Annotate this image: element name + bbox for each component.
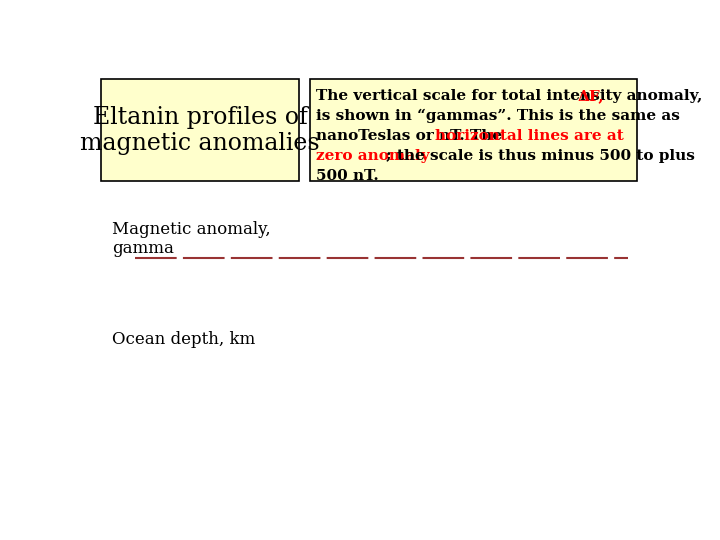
Text: ; the scale is thus minus 500 to plus: ; the scale is thus minus 500 to plus	[387, 149, 696, 163]
FancyBboxPatch shape	[310, 79, 637, 181]
Text: is shown in “gammas”. This is the same as: is shown in “gammas”. This is the same a…	[316, 109, 680, 123]
Text: Eltanin profiles of
magnetic anomalies: Eltanin profiles of magnetic anomalies	[80, 106, 320, 156]
FancyBboxPatch shape	[101, 79, 300, 181]
Text: The vertical scale for total intensity anomaly,: The vertical scale for total intensity a…	[316, 89, 708, 103]
Text: zero anomaly: zero anomaly	[316, 149, 430, 163]
Text: nanoTeslas or nT. The: nanoTeslas or nT. The	[316, 129, 508, 143]
Text: Ocean depth, km: Ocean depth, km	[112, 331, 256, 348]
Text: Magnetic anomaly,
gamma: Magnetic anomaly, gamma	[112, 221, 271, 258]
Text: 500 nT.: 500 nT.	[316, 169, 379, 183]
Text: ΔF,: ΔF,	[577, 89, 604, 103]
Text: horizontal lines are at: horizontal lines are at	[436, 129, 624, 143]
